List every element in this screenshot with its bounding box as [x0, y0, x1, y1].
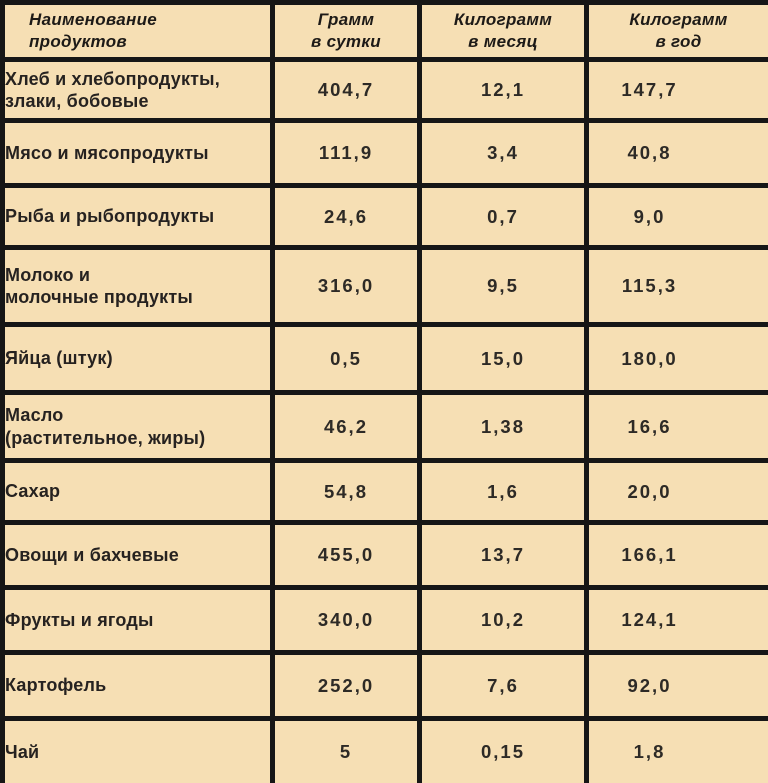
table-row: Хлеб и хлебопродукты, злаки, бобовые 404… — [0, 57, 768, 123]
kg-per-month-cell: 1,6 — [417, 458, 589, 525]
grams-per-day-cell: 404,7 — [270, 57, 422, 123]
kg-per-year-cell: 16,6 — [584, 390, 768, 463]
col-header-kg-per-year: Килограмм в год — [584, 0, 768, 62]
col-header-product-name: Наименование продуктов — [0, 0, 275, 62]
kg-per-year-cell: 92,0 — [584, 650, 768, 721]
table-row: Сахар 54,8 1,6 20,0 — [0, 458, 768, 525]
product-name-cell: Фрукты и ягоды — [0, 585, 275, 655]
kg-per-year-cell: 147,7 — [584, 57, 768, 123]
table-row: Масло (растительное, жиры) 46,2 1,38 16,… — [0, 390, 768, 463]
table-row: Молоко и молочные продукты 316,0 9,5 115… — [0, 245, 768, 327]
grams-per-day-cell: 252,0 — [270, 650, 422, 721]
product-name-cell: Молоко и молочные продукты — [0, 245, 275, 327]
product-name-cell: Яйца (штук) — [0, 322, 275, 395]
header-row: Наименование продуктов Грамм в сутки Кил… — [0, 0, 768, 62]
product-name-cell: Овощи и бахчевые — [0, 520, 275, 590]
kg-per-year-cell: 115,3 — [584, 245, 768, 327]
product-name-cell: Рыба и рыбопродукты — [0, 183, 275, 250]
col-header-grams-per-day: Грамм в сутки — [270, 0, 422, 62]
grams-per-day-cell: 46,2 — [270, 390, 422, 463]
product-name-cell: Чай — [0, 716, 275, 783]
grams-per-day-cell: 5 — [270, 716, 422, 783]
grams-per-day-cell: 316,0 — [270, 245, 422, 327]
grams-per-day-cell: 455,0 — [270, 520, 422, 590]
product-name-cell: Сахар — [0, 458, 275, 525]
kg-per-month-cell: 0,7 — [417, 183, 589, 250]
kg-per-year-cell: 20,0 — [584, 458, 768, 525]
kg-per-month-cell: 15,0 — [417, 322, 589, 395]
table-row: Яйца (штук) 0,5 15,0 180,0 — [0, 322, 768, 395]
grams-per-day-cell: 24,6 — [270, 183, 422, 250]
kg-per-month-cell: 12,1 — [417, 57, 589, 123]
table-row: Овощи и бахчевые 455,0 13,7 166,1 — [0, 520, 768, 590]
kg-per-month-cell: 13,7 — [417, 520, 589, 590]
kg-per-year-cell: 124,1 — [584, 585, 768, 655]
kg-per-month-cell: 10,2 — [417, 585, 589, 655]
kg-per-month-cell: 3,4 — [417, 118, 589, 188]
table-row: Рыба и рыбопродукты 24,6 0,7 9,0 — [0, 183, 768, 250]
kg-per-year-cell: 9,0 — [584, 183, 768, 250]
grams-per-day-cell: 340,0 — [270, 585, 422, 655]
kg-per-year-cell: 180,0 — [584, 322, 768, 395]
product-name-cell: Картофель — [0, 650, 275, 721]
product-name-cell: Масло (растительное, жиры) — [0, 390, 275, 463]
table-row: Фрукты и ягоды 340,0 10,2 124,1 — [0, 585, 768, 655]
kg-per-month-cell: 1,38 — [417, 390, 589, 463]
kg-per-year-cell: 166,1 — [584, 520, 768, 590]
product-name-cell: Мясо и мясопродукты — [0, 118, 275, 188]
table-row: Чай 5 0,15 1,8 — [0, 716, 768, 783]
grams-per-day-cell: 0,5 — [270, 322, 422, 395]
grams-per-day-cell: 111,9 — [270, 118, 422, 188]
table-row: Мясо и мясопродукты 111,9 3,4 40,8 — [0, 118, 768, 188]
kg-per-month-cell: 7,6 — [417, 650, 589, 721]
kg-per-year-cell: 1,8 — [584, 716, 768, 783]
table-row: Картофель 252,0 7,6 92,0 — [0, 650, 768, 721]
product-name-cell: Хлеб и хлебопродукты, злаки, бобовые — [0, 57, 275, 123]
kg-per-month-cell: 9,5 — [417, 245, 589, 327]
grams-per-day-cell: 54,8 — [270, 458, 422, 525]
kg-per-month-cell: 0,15 — [417, 716, 589, 783]
kg-per-year-cell: 40,8 — [584, 118, 768, 188]
col-header-kg-per-month: Килограмм в месяц — [417, 0, 589, 62]
